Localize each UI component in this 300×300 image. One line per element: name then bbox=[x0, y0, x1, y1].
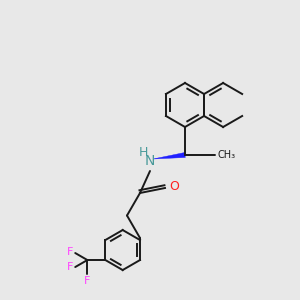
Text: F: F bbox=[67, 262, 73, 272]
Text: CH₃: CH₃ bbox=[217, 150, 235, 160]
Text: O: O bbox=[169, 181, 179, 194]
Text: F: F bbox=[84, 276, 91, 286]
Polygon shape bbox=[153, 152, 185, 159]
Text: F: F bbox=[67, 247, 73, 257]
Text: H: H bbox=[138, 146, 148, 158]
Text: N: N bbox=[145, 154, 155, 168]
